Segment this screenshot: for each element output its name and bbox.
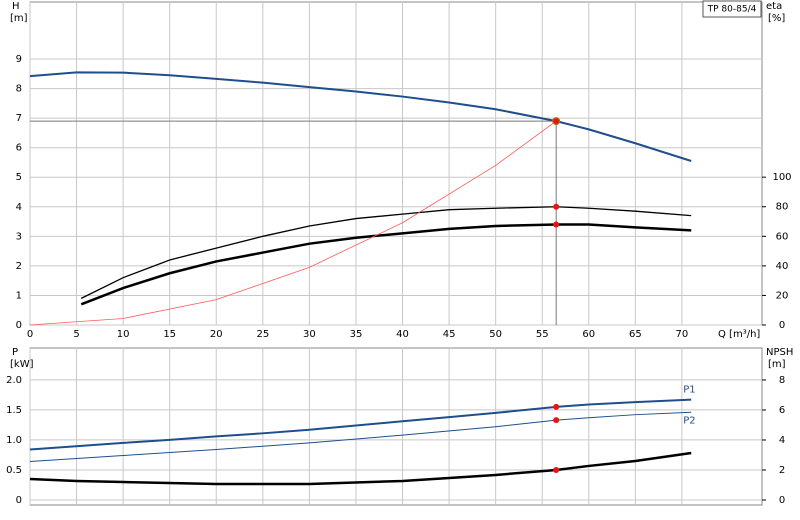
operating-point — [553, 221, 560, 228]
operating-point — [553, 403, 560, 410]
series-label: P2 — [683, 415, 695, 426]
curve — [80, 223, 692, 306]
y-tick-label: 7 — [16, 113, 22, 124]
y-axis-unit: [kW] — [10, 359, 34, 370]
x-tick-label: 25 — [256, 329, 269, 340]
y2-tick-label: 20 — [776, 290, 789, 301]
y-axis-label: P — [12, 347, 18, 358]
y-tick-label: 9 — [16, 54, 22, 65]
operating-point — [553, 203, 560, 210]
x-tick-label: 65 — [629, 329, 642, 340]
y2-tick-label: 0 — [779, 495, 785, 506]
operating-point — [553, 118, 560, 125]
x-tick-label: 70 — [676, 329, 689, 340]
plot-area — [29, 347, 763, 506]
x-tick-label: 60 — [582, 329, 595, 340]
y2-tick-label: 4 — [779, 435, 785, 446]
y2-tick-label: 80 — [776, 202, 789, 213]
x-tick-label: 40 — [396, 329, 409, 340]
y-tick-label: 3 — [16, 231, 22, 242]
y-tick-label: 5 — [16, 172, 22, 183]
x-tick-label: 55 — [536, 329, 549, 340]
y2-axis-unit: [%] — [768, 13, 785, 24]
plot-area — [29, 1, 763, 326]
y-tick-label: 6 — [16, 143, 22, 154]
y-tick-label: 4 — [16, 202, 22, 213]
y-tick-label: 8 — [16, 84, 22, 95]
y-tick-label: 0 — [16, 495, 22, 506]
curve — [29, 120, 557, 326]
y2-tick-label: 40 — [776, 261, 789, 272]
x-tick-label: 45 — [443, 329, 456, 340]
y-tick-label: 0 — [16, 320, 22, 331]
y-tick-label: 1.5 — [6, 405, 22, 416]
curve — [29, 71, 692, 162]
y-tick-label: 2.0 — [6, 375, 22, 386]
operating-point — [553, 466, 560, 473]
y2-tick-label: 60 — [776, 231, 789, 242]
x-tick-label: 0 — [27, 329, 33, 340]
chart-title: TP 80-85/4 — [707, 5, 757, 15]
y-axis-label: H — [12, 1, 20, 12]
curve — [29, 398, 692, 451]
y-tick-label: 1 — [16, 290, 22, 301]
y2-axis-label: eta — [766, 1, 782, 12]
y2-tick-label: 100 — [772, 172, 791, 183]
y2-axis-unit: [m] — [768, 359, 786, 370]
x-tick-label: 30 — [303, 329, 316, 340]
x-tick-label: 20 — [210, 329, 223, 340]
y-axis-unit: [m] — [10, 13, 28, 24]
series-label: P1 — [683, 385, 695, 396]
x-tick-label: 35 — [350, 329, 363, 340]
y-tick-label: 2 — [16, 261, 22, 272]
y-tick-label: 1.0 — [6, 435, 22, 446]
x-tick-label: 5 — [73, 329, 79, 340]
x-tick-label: 15 — [163, 329, 176, 340]
x-tick-label: 50 — [489, 329, 502, 340]
y2-tick-label: 8 — [779, 375, 785, 386]
x-axis-label: Q [m³/h] — [718, 329, 760, 340]
y2-tick-label: 0 — [779, 320, 785, 331]
curve — [29, 451, 692, 486]
curve — [80, 206, 692, 299]
x-tick-label: 10 — [117, 329, 130, 340]
y-tick-label: 0.5 — [6, 465, 22, 476]
curve — [29, 411, 692, 463]
y2-tick-label: 2 — [779, 465, 785, 476]
y2-axis-label: NPSH — [766, 347, 793, 358]
y2-tick-label: 6 — [779, 405, 785, 416]
title-box — [702, 0, 762, 18]
operating-point — [553, 417, 560, 424]
